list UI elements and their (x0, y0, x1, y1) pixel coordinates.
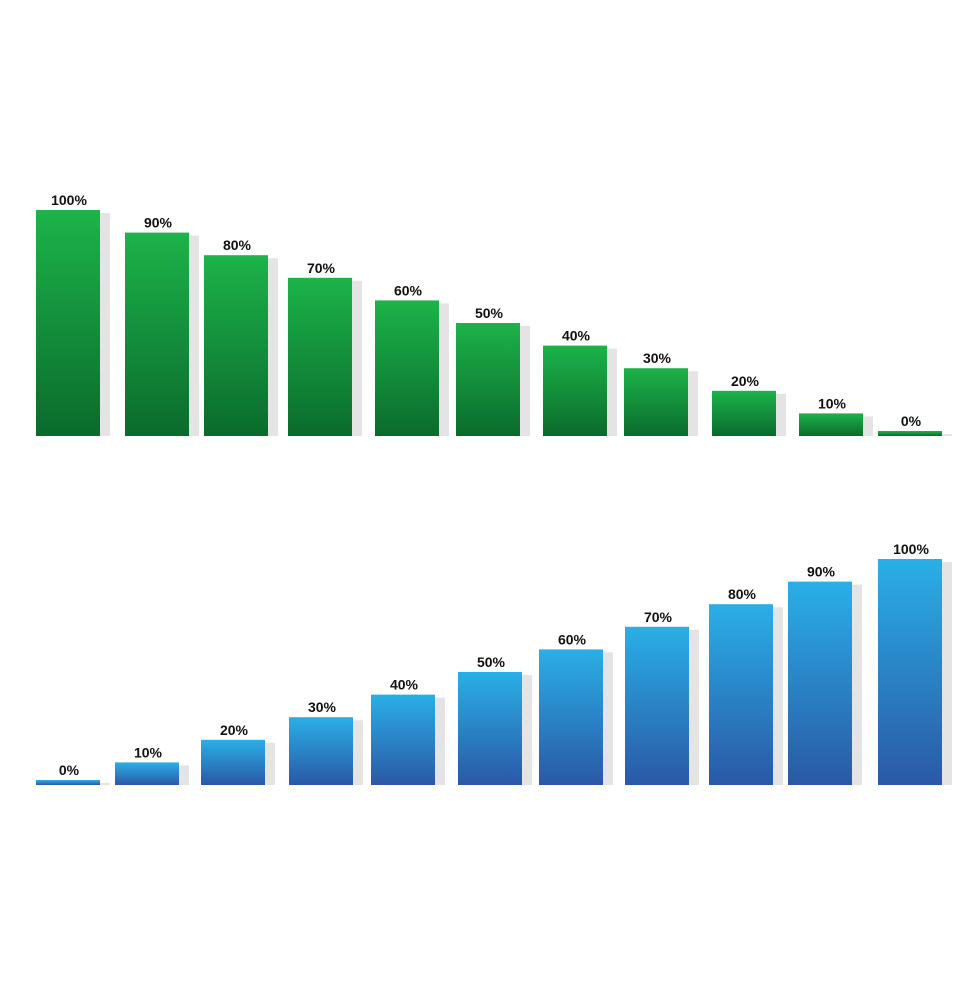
bar-label: 40% (562, 328, 591, 344)
bar-blue-2 (201, 739, 265, 785)
bar-shadow (351, 720, 363, 785)
ascending-bar-chart: 0% 10% 20% 30% 40% 50% 60% 70% 80% 90% 100% (36, 541, 952, 785)
bar-shadow (850, 584, 862, 785)
bar-label: 90% (144, 215, 173, 231)
bar-shadow (520, 675, 532, 785)
bar-shadow (940, 434, 952, 436)
bar-label: 20% (731, 373, 760, 389)
bar-label: 80% (728, 586, 757, 602)
bar-blue-8 (709, 604, 773, 785)
bar-label: 0% (901, 413, 922, 429)
bar-shadow (177, 765, 189, 785)
bar-green-0 (36, 210, 100, 436)
bar-label: 50% (475, 305, 504, 321)
bar-label: 40% (390, 677, 419, 693)
bar-shadow (771, 607, 783, 785)
bar-shadow (687, 629, 699, 785)
bar-blue-3 (289, 717, 353, 785)
bar-shadow (686, 371, 698, 436)
bar-shadow (187, 235, 199, 436)
bar-green-5 (456, 323, 520, 436)
bar-green-8 (712, 390, 776, 436)
bar-blue-7 (625, 626, 689, 785)
descending-bar-chart: 100% 90% 80% 70% 60% 50% 40% 30% 20% 10% 0% (36, 192, 952, 436)
bar-green-6 (543, 345, 607, 436)
bar-green-10 (878, 431, 942, 436)
bar-label: 100% (893, 541, 929, 557)
bar-shadow (518, 326, 530, 436)
bar-shadow (433, 697, 445, 785)
bar-label: 20% (220, 722, 249, 738)
bar-green-7 (624, 368, 688, 436)
bar-shadow (940, 562, 952, 785)
bar-shadow (861, 416, 873, 436)
bar-blue-4 (371, 694, 435, 785)
bar-label: 10% (818, 395, 847, 411)
bar-label: 100% (51, 192, 87, 208)
bar-label: 70% (307, 260, 336, 276)
bar-blue-0 (36, 780, 100, 785)
bar-green-9 (799, 413, 863, 436)
bar-label: 60% (558, 631, 587, 647)
bar-shadow (266, 258, 278, 436)
bar-shadow (350, 280, 362, 436)
bar-label: 70% (644, 609, 673, 625)
bar-blue-9 (788, 581, 852, 785)
bar-green-3 (288, 277, 352, 436)
bar-shadow (605, 348, 617, 436)
bar-shadow (601, 652, 613, 785)
bar-label: 90% (807, 564, 836, 580)
bar-blue-5 (458, 672, 522, 785)
bar-shadow (263, 742, 275, 785)
bar-label: 50% (477, 654, 506, 670)
bar-label: 80% (223, 237, 252, 253)
bar-blue-6 (539, 649, 603, 785)
bar-green-1 (125, 232, 189, 436)
bar-shadow (437, 303, 449, 436)
bar-label: 30% (308, 699, 337, 715)
bar-shadow (774, 393, 786, 436)
bar-green-2 (204, 255, 268, 436)
bar-green-4 (375, 300, 439, 436)
bar-shadow (98, 213, 110, 436)
bar-label: 30% (643, 350, 672, 366)
bar-shadow (98, 783, 110, 785)
bar-blue-1 (115, 762, 179, 785)
bar-label: 10% (134, 744, 163, 760)
bar-blue-10 (878, 559, 942, 785)
bar-label: 0% (59, 762, 80, 778)
bar-label: 60% (394, 282, 423, 298)
